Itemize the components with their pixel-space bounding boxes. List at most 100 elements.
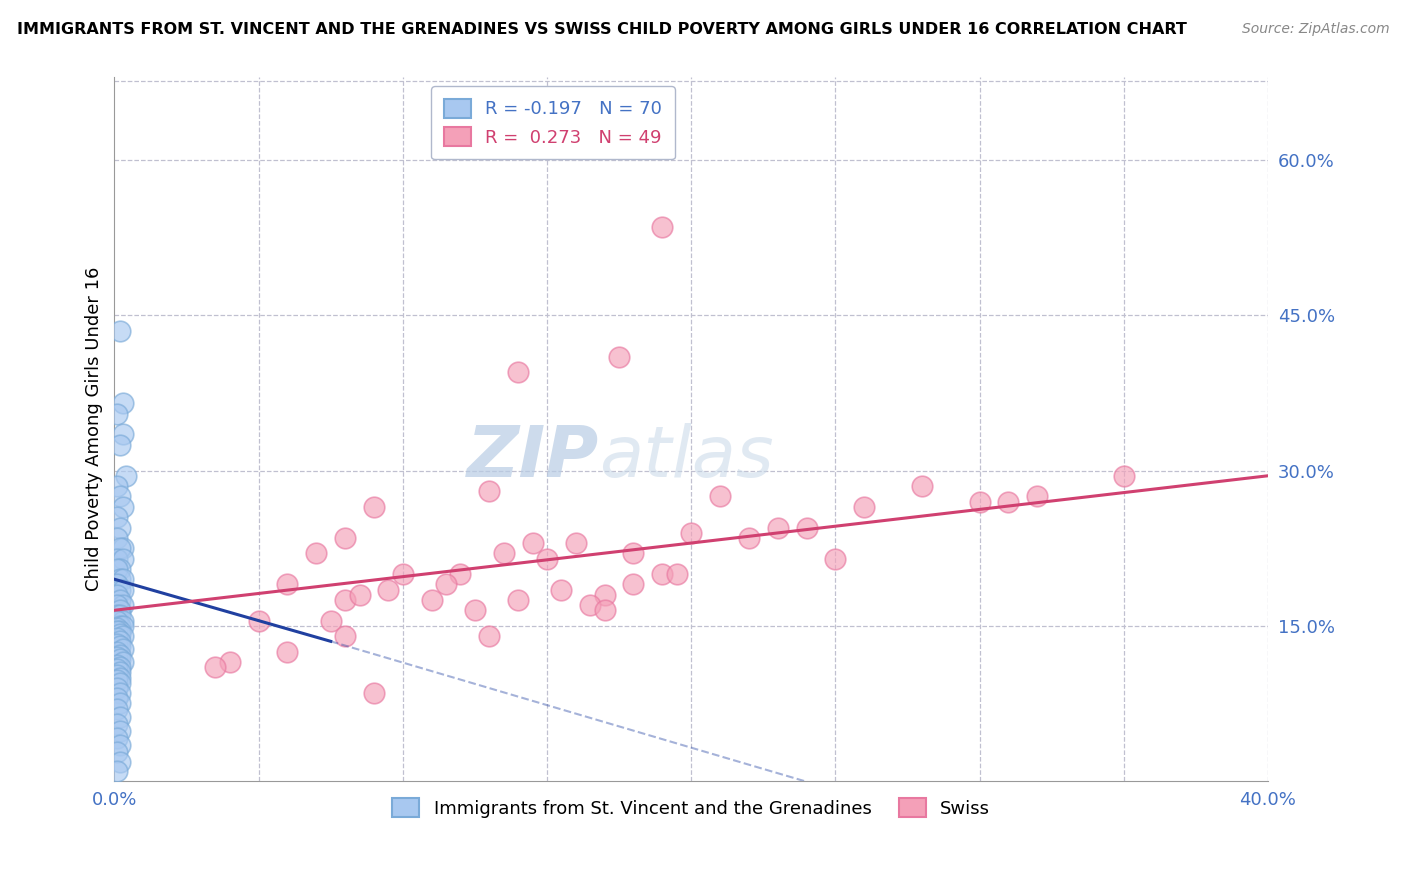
Point [112,655,135,669]
Point [565,536,588,550]
Point [108,520,131,534]
Point [105,624,128,638]
Point [105,598,128,612]
Point [623,546,645,560]
Y-axis label: Child Poverty Among Girls Under 16: Child Poverty Among Girls Under 16 [86,267,103,591]
Point [363,686,385,700]
Point [112,541,135,556]
Point [108,652,131,666]
Point [391,567,413,582]
Point [997,494,1019,508]
Point [105,673,128,687]
Point [108,697,131,711]
Point [796,520,818,534]
Point [108,608,131,623]
Point [247,614,270,628]
Point [105,764,128,778]
Point [105,731,128,745]
Point [108,738,131,752]
Point [112,619,135,633]
Point [363,500,385,514]
Point [108,671,131,685]
Point [108,593,131,607]
Point [105,637,128,651]
Point [105,531,128,545]
Point [1112,468,1135,483]
Point [651,567,673,582]
Point [105,479,128,493]
Point [108,660,131,674]
Point [105,621,128,635]
Point [112,551,135,566]
Text: IMMIGRANTS FROM ST. VINCENT AND THE GRENADINES VS SWISS CHILD POVERTY AMONG GIRL: IMMIGRANTS FROM ST. VINCENT AND THE GREN… [17,22,1187,37]
Point [108,562,131,576]
Point [108,582,131,597]
Point [108,627,131,641]
Point [112,572,135,586]
Point [105,608,128,623]
Point [333,531,356,545]
Text: atlas: atlas [599,423,773,491]
Point [105,668,128,682]
Point [108,648,131,662]
Point [105,745,128,759]
Point [112,641,135,656]
Point [665,567,688,582]
Legend: Immigrants from St. Vincent and the Grenadines, Swiss: Immigrants from St. Vincent and the Gren… [385,791,997,825]
Point [623,577,645,591]
Point [112,396,135,410]
Point [305,546,328,560]
Point [108,675,131,690]
Point [607,350,630,364]
Point [112,427,135,442]
Point [105,649,128,664]
Point [536,551,558,566]
Point [108,640,131,654]
Point [1026,490,1049,504]
Point [108,438,131,452]
Point [579,598,602,612]
Point [105,691,128,706]
Point [105,701,128,715]
Point [105,510,128,524]
Point [478,484,501,499]
Point [434,577,457,591]
Point [108,686,131,700]
Point [420,593,443,607]
Point [105,658,128,673]
Text: ZIP: ZIP [467,423,599,491]
Point [115,468,138,483]
Point [319,614,342,628]
Point [377,582,399,597]
Point [824,551,846,566]
Point [681,525,703,540]
Point [492,546,515,560]
Point [911,479,934,493]
Text: Source: ZipAtlas.com: Source: ZipAtlas.com [1241,22,1389,37]
Point [464,603,486,617]
Point [276,645,298,659]
Point [105,662,128,676]
Point [112,598,135,612]
Point [969,494,991,508]
Point [108,324,131,338]
Point [108,710,131,724]
Point [105,681,128,695]
Point [105,577,128,591]
Point [593,588,616,602]
Point [333,629,356,643]
Point [105,551,128,566]
Point [112,614,135,628]
Point [276,577,298,591]
Point [108,541,131,556]
Point [105,562,128,576]
Point [508,365,530,379]
Point [105,717,128,731]
Point [108,619,131,633]
Point [108,724,131,739]
Point [112,582,135,597]
Point [105,645,128,659]
Point [204,660,226,674]
Point [478,629,501,643]
Point [349,588,371,602]
